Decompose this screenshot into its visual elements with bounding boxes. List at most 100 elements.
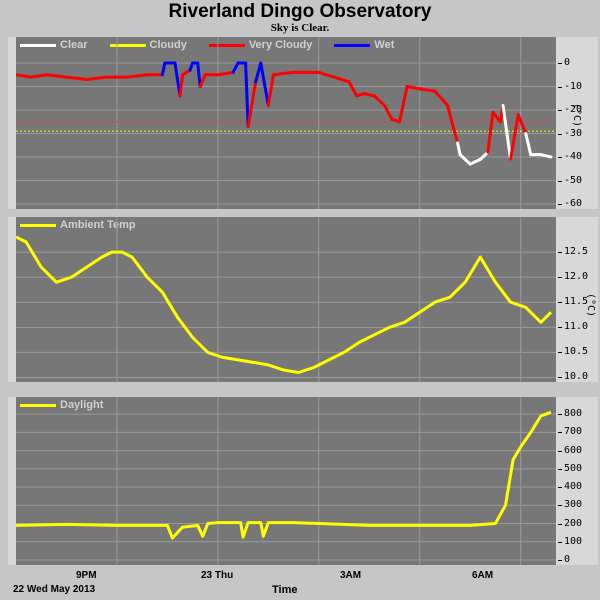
daylight-tick-label: 600	[564, 444, 583, 456]
sky-temp-segment-very-cloudy	[271, 70, 296, 77]
sky-temp-segment-very-cloudy	[332, 75, 351, 84]
sky-tick-label: -60	[564, 198, 583, 209]
daylight-tick-label: 700	[564, 426, 583, 438]
sky-temp-segment-very-cloudy	[29, 73, 48, 79]
daylight-tick-mark	[558, 487, 562, 489]
sky-temp-segment-very-cloudy	[85, 75, 109, 81]
sky-tick-label: 0	[564, 57, 571, 68]
ambient-tick-mark	[558, 352, 562, 354]
legend-daylight: Daylight	[16, 399, 103, 411]
legend-cloudy-swatch	[109, 43, 146, 47]
ambient-tick-mark	[558, 252, 562, 254]
sky-temp-segment-very-cloudy	[216, 70, 235, 77]
legend-clear-label: Clear	[60, 39, 88, 51]
page-title: Riverland Dingo Observatory	[168, 1, 432, 22]
daylight-chart: Daylight	[16, 397, 556, 565]
sky-temp-segment-clear	[468, 157, 482, 166]
ambient-tick-mark	[558, 377, 562, 379]
ambient-temperature-svg	[16, 217, 556, 382]
legend-cloudy-label: Cloudy	[149, 39, 187, 51]
ambient-tick-label: 11.0	[564, 321, 589, 333]
sky-tick-mark	[558, 133, 562, 135]
sky-tick-mark	[558, 157, 562, 158]
daylight-tick-mark	[558, 468, 562, 470]
legend-very-cloudy: Very Cloudy	[205, 39, 312, 51]
sky-temp-segment-clear	[478, 150, 490, 161]
legend-daylight-label: Daylight	[60, 399, 104, 411]
x-label-23-thu: 23 Thu	[201, 570, 234, 581]
sky-temp-segment-very-cloudy	[347, 80, 359, 98]
sky-temp-segment-clear	[458, 153, 472, 166]
date-label: 22 Wed May 2013	[13, 584, 96, 595]
sky-tick-label: -10	[564, 80, 583, 92]
sky-tick-mark	[558, 110, 562, 111]
daylight-svg	[16, 397, 556, 565]
sky-temp-segment-very-cloudy	[382, 103, 394, 121]
legend-clear: Clear	[16, 39, 88, 51]
sky-temp-segment-clear	[539, 153, 553, 159]
daylight-tick-label: 200	[564, 517, 583, 529]
ambient-tick-label: 11.5	[564, 296, 589, 308]
sky-tick-label: -20	[564, 104, 583, 115]
sky-temp-segment-wet	[196, 61, 202, 88]
daylight-tick-mark	[558, 560, 562, 561]
sky-temp-segment-very-cloudy	[398, 85, 409, 124]
sky-tick-mark	[558, 86, 562, 88]
sky-temp-segment-very-cloudy	[405, 85, 422, 91]
sky-temp-segment-wet	[160, 61, 167, 77]
sky-temp-segment-very-cloudy	[433, 89, 449, 107]
daylight-tick-label: 100	[564, 535, 583, 547]
sky-temp-segment-wet	[259, 61, 270, 107]
legend-clear-swatch	[20, 43, 56, 47]
daylight-tick-mark	[558, 450, 562, 452]
legend-ambient-swatch	[20, 223, 56, 227]
sky-legend: Clear Cloudy Very Cloudy Wet	[16, 37, 412, 53]
ambient-tick-label: 12.5	[564, 246, 589, 258]
sky-tick-label: -50	[564, 174, 583, 186]
daylight-tick-mark	[558, 505, 562, 507]
sky-temp-segment-clear	[524, 132, 533, 157]
sky-tick-mark	[558, 63, 562, 64]
sky-tick-label: -30	[564, 127, 583, 139]
sky-temp-segment-very-cloudy	[509, 113, 520, 161]
daylight-line	[16, 410, 552, 540]
sky-temp-segment-very-cloudy	[418, 87, 437, 93]
ambient-tick-label: 10.0	[564, 371, 589, 383]
sky-temp-segment-very-cloudy	[445, 103, 460, 145]
legend-wet-label: Wet	[374, 39, 395, 51]
sky-temp-segment-very-cloudy	[516, 113, 528, 135]
sky-temp-segment-clear	[501, 103, 513, 161]
sky-y-axis: (°C) 0 -10 -20 -30 -40 -50 -60	[558, 37, 598, 209]
daylight-legend: Daylight	[16, 397, 121, 413]
x-axis-title: Time	[272, 584, 298, 596]
sky-temp-segment-very-cloudy	[246, 80, 258, 128]
sky-temp-segment-clear	[456, 141, 462, 157]
legend-wet-swatch	[334, 43, 371, 47]
daylight-y-axis: 800 700 600 500 400 300 200 100 0	[558, 397, 598, 565]
sky-temp-segment-very-cloudy	[486, 110, 495, 154]
sky-temp-segment-very-cloudy	[317, 70, 336, 79]
sky-temp-segment-very-cloudy	[44, 73, 68, 79]
daylight-tick-label: 400	[564, 481, 583, 493]
sky-temp-segment-very-cloudy	[178, 73, 185, 98]
sky-temp-segment-very-cloudy	[266, 73, 275, 107]
ambient-temp-line	[16, 235, 553, 374]
sky-temperature-svg	[16, 37, 556, 209]
ambient-tick-label: 12.0	[564, 271, 589, 283]
sky-temp-segment-very-cloudy	[16, 73, 33, 79]
sky-temp-segment-very-cloudy	[125, 73, 149, 79]
sky-temp-segment-very-cloudy	[198, 73, 207, 88]
legend-daylight-swatch	[20, 403, 56, 407]
daylight-tick-mark	[558, 541, 562, 543]
sky-status-text: Sky is Clear.	[270, 22, 330, 34]
x-label-9pm: 9PM	[76, 570, 97, 581]
sky-temperature-chart: Clear Cloudy Very Cloudy Wet	[16, 37, 556, 209]
sky-tick-mark	[558, 204, 562, 205]
daylight-tick-label: 800	[564, 408, 583, 420]
ambient-tick-mark	[558, 327, 562, 329]
legend-very-cloudy-swatch	[208, 43, 245, 47]
legend-wet: Wet	[330, 39, 394, 51]
x-label-6am: 6AM	[472, 570, 494, 581]
sky-temp-segment-wet	[231, 61, 240, 74]
ambient-temperature-chart: Ambient Temp	[16, 217, 556, 382]
